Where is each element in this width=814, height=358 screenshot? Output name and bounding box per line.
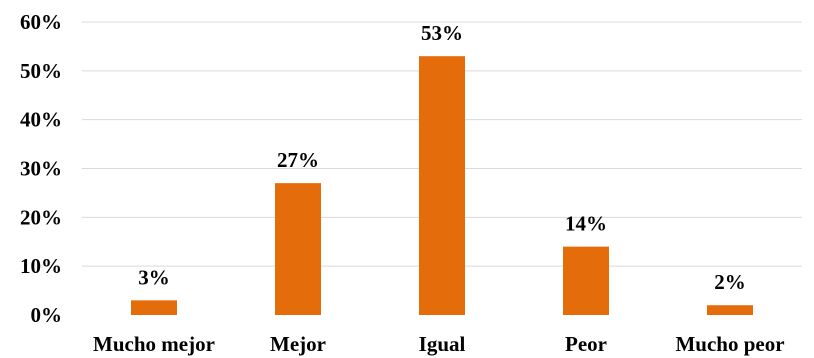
x-category-label: Igual <box>419 332 466 356</box>
x-axis-category-labels: Mucho mejor Mejor Igual Peor Mucho peor <box>93 332 784 356</box>
data-label: 14% <box>565 212 607 236</box>
data-label: 2% <box>714 270 746 294</box>
y-axis-tick-labels: 0% 10% 20% 30% 40% 50% 60% <box>20 10 62 327</box>
bar <box>275 183 321 315</box>
data-label: 27% <box>277 148 319 172</box>
y-tick-label: 40% <box>20 108 62 132</box>
data-label: 53% <box>421 21 463 45</box>
bar <box>707 305 753 315</box>
y-tick-label: 20% <box>20 205 62 229</box>
bars <box>131 56 753 315</box>
x-category-label: Peor <box>565 332 607 356</box>
y-tick-label: 10% <box>20 254 62 278</box>
data-labels: 3% 27% 53% 14% 2% <box>138 21 746 294</box>
x-category-label: Mucho mejor <box>93 332 215 356</box>
data-label: 3% <box>138 265 170 289</box>
y-tick-label: 50% <box>20 59 62 83</box>
y-tick-label: 30% <box>20 157 62 181</box>
y-tick-label: 60% <box>20 10 62 34</box>
bar <box>419 56 465 315</box>
bar <box>563 246 609 315</box>
y-tick-label: 0% <box>31 303 63 327</box>
x-category-label: Mucho peor <box>675 332 784 356</box>
x-category-label: Mejor <box>270 332 326 356</box>
bar <box>131 300 177 315</box>
